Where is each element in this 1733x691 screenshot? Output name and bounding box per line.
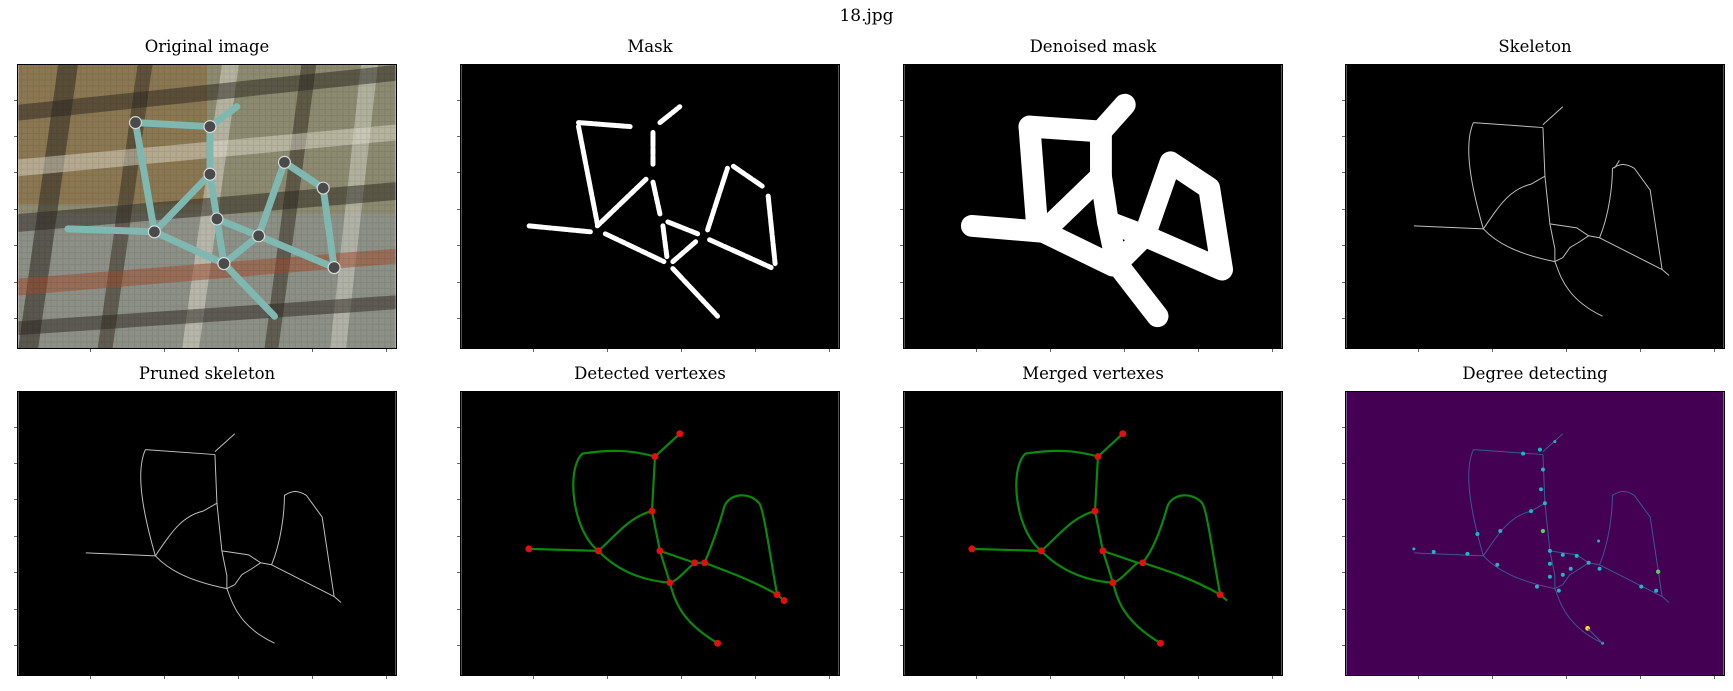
- panel-title: Merged vertexes: [1022, 364, 1164, 383]
- detected-vertexes-plot: [460, 391, 840, 676]
- panel-title: Skeleton: [1498, 37, 1572, 56]
- merged-vertexes-plot: [903, 391, 1283, 676]
- panel-title: Pruned skeleton: [138, 364, 276, 383]
- original-photo-image: [18, 65, 396, 348]
- denoised-mask-plot: [903, 64, 1283, 349]
- denoised-mask-image: [904, 65, 1282, 348]
- panel-title: Mask: [627, 37, 673, 56]
- merged-vertexes-image: [904, 392, 1282, 675]
- panel-title: Original image: [144, 37, 270, 56]
- pruned-skeleton-plot: [17, 391, 397, 676]
- degree-detecting-image: [1346, 392, 1724, 675]
- figure-title: 18.jpg: [839, 6, 894, 26]
- original-image-plot: [17, 64, 397, 349]
- skeleton-plot: [1345, 64, 1725, 349]
- panel-title: Denoised mask: [1029, 37, 1157, 56]
- panel-title: Degree detecting: [1462, 364, 1608, 383]
- mask-plot: [460, 64, 840, 349]
- pruned-skeleton-image: [18, 392, 396, 675]
- skeleton-image: [1346, 65, 1724, 348]
- degree-detecting-plot: [1345, 391, 1725, 676]
- detected-vertexes-image: [461, 392, 839, 675]
- panel-title: Detected vertexes: [574, 364, 726, 383]
- mask-image: [461, 65, 839, 348]
